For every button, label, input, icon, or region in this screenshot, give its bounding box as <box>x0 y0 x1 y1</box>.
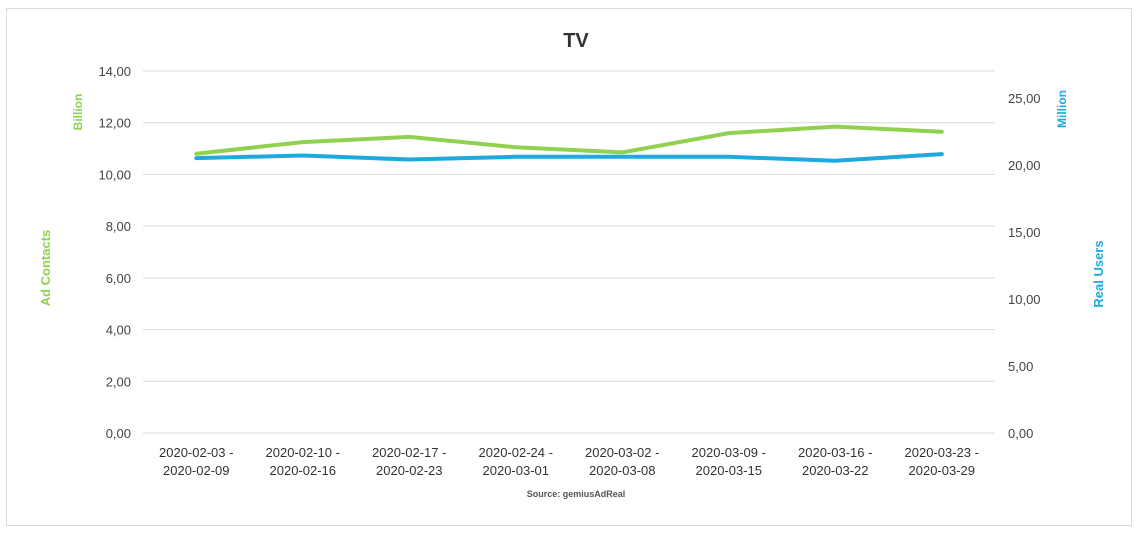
x-tick-label: 2020-02-24 - <box>479 445 553 460</box>
x-tick-label: 2020-02-17 - <box>372 445 446 460</box>
left-tick-label: 12,00 <box>98 116 131 131</box>
left-tick-label: 0,00 <box>106 426 131 441</box>
left-tick-label: 2,00 <box>106 374 131 389</box>
left-tick-label: 8,00 <box>106 219 131 234</box>
source-note: Source: gemiusAdReal <box>527 489 626 499</box>
x-tick-label: 2020-03-02 - <box>585 445 659 460</box>
right-tick-label: 10,00 <box>1008 292 1041 307</box>
x-tick-label: 2020-02-10 - <box>266 445 340 460</box>
x-tick-label: 2020-03-16 - <box>798 445 872 460</box>
x-tick-label: 2020-03-15 <box>696 463 763 478</box>
right-tick-label: 25,00 <box>1008 91 1041 106</box>
right-tick-label: 20,00 <box>1008 158 1041 173</box>
series-line-ad-contacts <box>194 124 944 156</box>
x-tick-label: 2020-03-01 <box>483 463 550 478</box>
x-tick-label: 2020-03-08 <box>589 463 656 478</box>
left-axis-unit: Billion <box>71 94 85 131</box>
series-lines <box>194 124 944 163</box>
right-axis-unit: Million <box>1055 90 1069 128</box>
right-tick-label: 15,00 <box>1008 225 1041 240</box>
right-tick-label: 0,00 <box>1008 426 1033 441</box>
right-tick-label: 5,00 <box>1008 359 1033 374</box>
left-axis-title: Ad Contacts <box>38 230 53 307</box>
left-tick-label: 4,00 <box>106 323 131 338</box>
left-tick-label: 14,00 <box>98 64 131 79</box>
chart-frame <box>6 8 1132 526</box>
left-tick-label: 10,00 <box>98 167 131 182</box>
series-line-real-users <box>194 152 944 163</box>
right-axis-title: Real Users <box>1091 240 1106 307</box>
x-tick-label: 2020-03-29 <box>909 463 976 478</box>
x-tick-label: 2020-03-22 <box>802 463 869 478</box>
x-tick-label: 2020-03-23 - <box>905 445 979 460</box>
x-tick-label: 2020-02-23 <box>376 463 443 478</box>
x-tick-label: 2020-02-03 - <box>159 445 233 460</box>
x-tick-label: 2020-02-09 <box>163 463 230 478</box>
x-tick-label: 2020-03-09 - <box>692 445 766 460</box>
x-tick-label: 2020-02-16 <box>270 463 337 478</box>
right-axis-ticks: 0,00 5,00 10,00 15,00 20,00 25,00 <box>1008 91 1041 441</box>
left-axis-ticks: 0,00 2,00 4,00 6,00 8,00 10,00 12,00 14,00 <box>98 64 131 441</box>
chart-title: TV <box>563 30 589 52</box>
x-axis-ticks: 2020-02-03 - 2020-02-09 2020-02-10 - 2020-0… <box>159 445 979 478</box>
left-tick-label: 6,00 <box>106 271 131 286</box>
gridlines <box>143 70 995 434</box>
